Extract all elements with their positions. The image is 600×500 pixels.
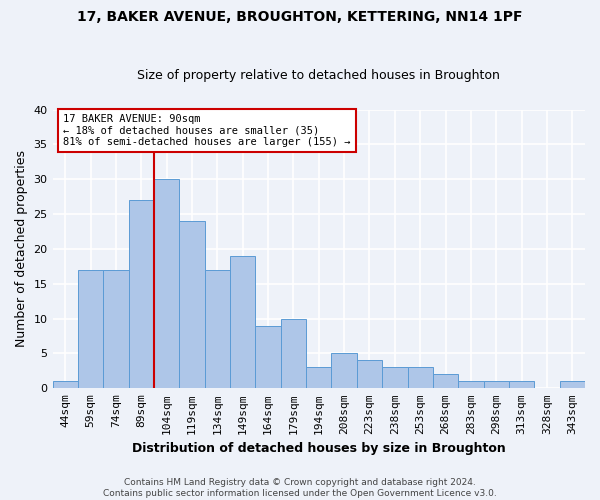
Bar bbox=[230, 256, 256, 388]
Bar bbox=[560, 382, 585, 388]
Bar bbox=[256, 326, 281, 388]
Bar bbox=[179, 221, 205, 388]
Bar bbox=[281, 318, 306, 388]
Bar bbox=[433, 374, 458, 388]
Bar bbox=[382, 368, 407, 388]
Bar bbox=[154, 179, 179, 388]
Title: Size of property relative to detached houses in Broughton: Size of property relative to detached ho… bbox=[137, 69, 500, 82]
Bar bbox=[458, 382, 484, 388]
Bar bbox=[509, 382, 534, 388]
Bar bbox=[103, 270, 128, 388]
Bar bbox=[205, 270, 230, 388]
Text: 17 BAKER AVENUE: 90sqm
← 18% of detached houses are smaller (35)
81% of semi-det: 17 BAKER AVENUE: 90sqm ← 18% of detached… bbox=[63, 114, 350, 147]
Bar bbox=[357, 360, 382, 388]
Text: Contains HM Land Registry data © Crown copyright and database right 2024.
Contai: Contains HM Land Registry data © Crown c… bbox=[103, 478, 497, 498]
X-axis label: Distribution of detached houses by size in Broughton: Distribution of detached houses by size … bbox=[132, 442, 506, 455]
Bar bbox=[306, 368, 331, 388]
Bar bbox=[407, 368, 433, 388]
Bar bbox=[484, 382, 509, 388]
Bar bbox=[331, 354, 357, 388]
Bar bbox=[128, 200, 154, 388]
Bar bbox=[78, 270, 103, 388]
Text: 17, BAKER AVENUE, BROUGHTON, KETTERING, NN14 1PF: 17, BAKER AVENUE, BROUGHTON, KETTERING, … bbox=[77, 10, 523, 24]
Y-axis label: Number of detached properties: Number of detached properties bbox=[15, 150, 28, 348]
Bar bbox=[53, 382, 78, 388]
